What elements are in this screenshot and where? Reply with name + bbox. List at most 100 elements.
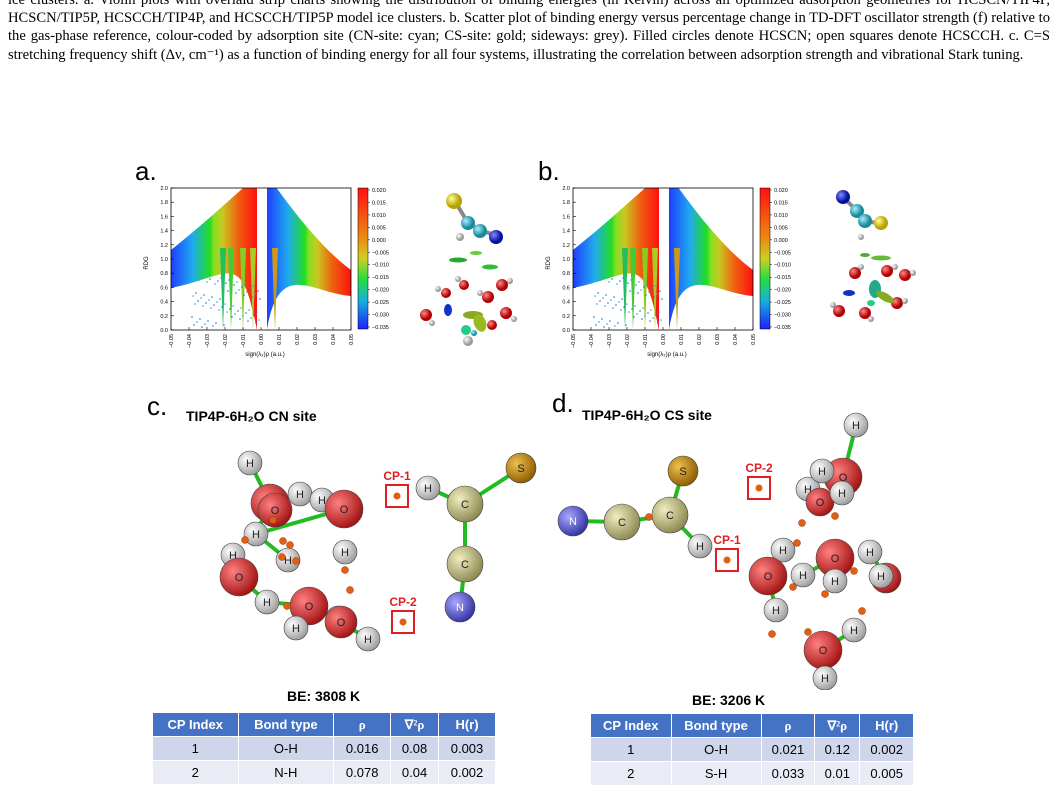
hydrogen-atom: [770, 537, 796, 563]
oxygen-atom: [219, 557, 259, 597]
atom-label: O: [816, 497, 825, 509]
panel-d-title: TIP4P-6H₂O CS site: [582, 407, 712, 423]
y-tick-label: 1.2: [160, 243, 168, 249]
colorbar-tick-label: 0.010: [774, 213, 788, 219]
nci-point: [651, 288, 653, 290]
nci-point: [215, 322, 217, 324]
critical-point: [269, 516, 277, 524]
nci-point: [236, 281, 238, 283]
nci-point: [615, 304, 617, 306]
critical-point: [793, 539, 801, 547]
atom-label: O: [235, 572, 244, 584]
atom-label: H: [696, 541, 704, 553]
x-tick-label: 0.03: [715, 334, 721, 345]
y-tick-label: 2.0: [562, 186, 570, 192]
nci-point: [592, 277, 594, 279]
hydrogen-atom: [868, 563, 894, 589]
cell: N-H: [237, 760, 335, 785]
nci-point: [246, 291, 248, 293]
hydrogen-atom: [687, 533, 713, 559]
y-tick-label: 0.6: [562, 285, 570, 291]
x-tick-label: −0.01: [241, 334, 247, 348]
colorbar-tick-label: −0.010: [372, 263, 389, 269]
nci-point: [657, 322, 659, 324]
colorbar-tick-label: 0.005: [372, 225, 386, 231]
nci-point: [241, 286, 243, 288]
atom-label: H: [229, 550, 237, 562]
atom-label: H: [364, 634, 372, 646]
nci-point: [231, 316, 233, 318]
cp-table-c: CP Index Bond type ρ ∇²ρ H(r) 1 O-H 0.01…: [152, 712, 496, 785]
hydrogen-atom: [809, 458, 835, 484]
cp-label: CP-2: [745, 461, 773, 475]
atom-label: H: [818, 466, 826, 478]
critical-point: [850, 567, 858, 575]
nci-point: [643, 286, 645, 288]
nci-point: [617, 322, 619, 324]
x-tick-label: −0.05: [169, 334, 175, 348]
cp-highlight-box: [385, 484, 409, 508]
nci-point: [243, 294, 245, 296]
atom-label: S: [517, 463, 524, 475]
nci-point: [197, 300, 199, 302]
critical-point: [292, 557, 300, 565]
critical-point: [798, 519, 806, 527]
col-rho: ρ: [333, 712, 392, 737]
x-tick-label: −0.03: [607, 334, 613, 348]
nci-point: [603, 326, 605, 328]
critical-point: [278, 553, 286, 561]
x-tick-label: −0.02: [625, 334, 631, 348]
colorbar-tick-label: −0.035: [774, 325, 791, 331]
hydrogen-atom: [355, 626, 381, 652]
x-tick-label: −0.03: [205, 334, 211, 348]
hydrogen-atom: [822, 568, 848, 594]
critical-point: [831, 512, 839, 520]
nci-spike: [652, 248, 658, 330]
atom-label: H: [779, 545, 787, 557]
atom-label: H: [252, 529, 260, 541]
atom-label: H: [284, 555, 292, 567]
nci-point: [594, 295, 596, 297]
atom-label: H: [866, 547, 874, 559]
x-tick-label: −0.05: [571, 334, 577, 348]
nci-point: [600, 279, 602, 281]
nci-point: [229, 308, 231, 310]
colorbar-tick-label: −0.030: [774, 313, 791, 319]
atom-label: H: [804, 484, 812, 496]
nci-point: [646, 283, 648, 285]
atom-label: O: [337, 617, 346, 629]
nci-scatter-left: [171, 188, 257, 330]
nci-point: [226, 311, 228, 313]
critical-point: [821, 590, 829, 598]
nci-point: [625, 324, 627, 326]
y-tick-label: 0.6: [160, 285, 168, 291]
nci-point: [637, 292, 639, 294]
cp-table-d: CP Index Bond type ρ ∇²ρ H(r) 1 O-H 0.02…: [590, 713, 914, 786]
hydrogen-atom: [763, 597, 789, 623]
cell: 0.003: [438, 736, 496, 761]
panel-d-binding-energy: BE: 3206 K: [692, 692, 766, 708]
hydrogen-atom: [243, 521, 269, 547]
cp-label: CP-1: [713, 533, 741, 547]
colorbar-tick-label: 0.000: [774, 238, 788, 244]
critical-point: [723, 556, 731, 564]
nci-point: [659, 290, 661, 292]
critical-point: [283, 602, 291, 610]
atom-label: O: [839, 472, 848, 484]
y-tick-label: 0.8: [562, 271, 570, 277]
col-energy-density: H(r): [438, 712, 496, 737]
colorbar-tick-label: −0.005: [774, 250, 791, 256]
nci-plot-b: 0.0 0.2 0.4 0.6 0.8 1.0 1.2 1.4 1.6 1.8 2.0 −0.05 −0…: [546, 186, 791, 358]
cell: 1: [152, 736, 239, 761]
atom-label: O: [819, 645, 828, 657]
y-tick-label: 1.4: [160, 229, 168, 235]
nci-point: [607, 302, 609, 304]
nci-point: [624, 285, 626, 287]
cp-label: CP-1: [383, 469, 411, 483]
colorbar-tick-label: −0.035: [372, 325, 389, 331]
x-axis-label: sign(λ₂)ρ (a.u.): [647, 352, 686, 358]
hydrogen-atom: [829, 480, 855, 506]
atom-label: H: [877, 571, 885, 583]
nci-point: [621, 298, 623, 300]
critical-point: [399, 618, 407, 626]
